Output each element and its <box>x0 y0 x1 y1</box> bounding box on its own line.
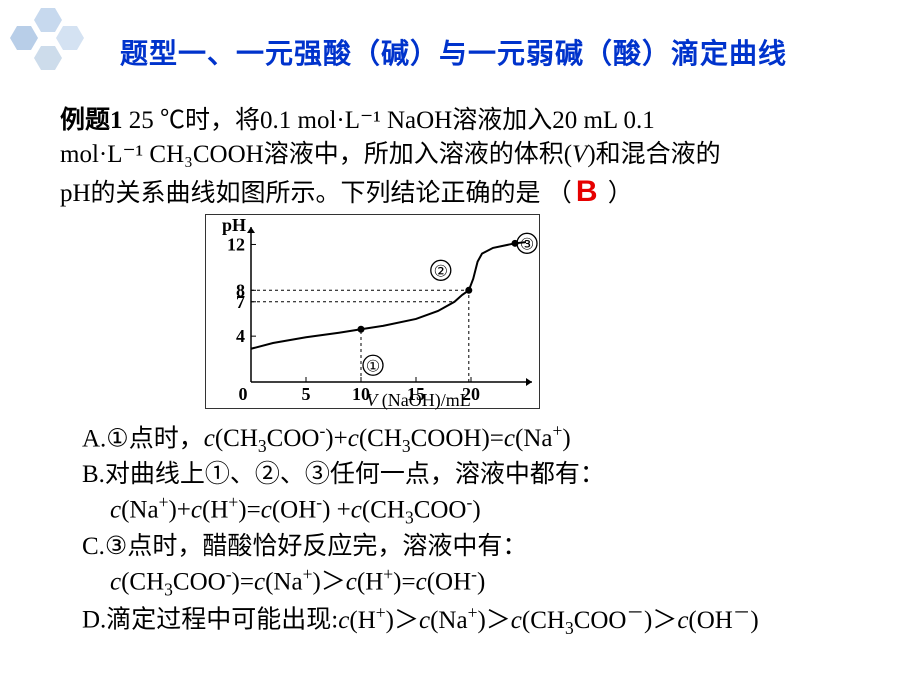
option-d: D.滴定过程中可能出现:c(H+)＞c(Na+)＞c(CH3COO－)＞c(OH… <box>82 601 890 639</box>
hexagon-decoration <box>4 8 124 78</box>
q-line2a: mol·L⁻¹ CH₃COOH溶液中，所加入溶液的体积( <box>60 141 572 168</box>
option-b-l2: c(Na+)+c(H+)=c(OH-) +c(CH3COO-) <box>82 491 890 529</box>
svg-text:0: 0 <box>239 384 248 404</box>
svg-text:①: ① <box>366 358 380 375</box>
svg-text:4: 4 <box>236 326 245 346</box>
opt-d-label: D.滴定过程中可能出现: <box>82 607 338 634</box>
answer-options: A.①点时，c(CH3COO-)+c(CH3COOH)=c(Na+) B.对曲线… <box>82 420 890 640</box>
opt-a-formula: c(CH3COO-)+c(CH3COOH)=c(Na+) <box>204 425 571 452</box>
q-line2b: )和混合液的 <box>587 141 720 168</box>
question-stem: 例题1 25 ℃时，将0.1 mol·L⁻¹ NaOH溶液加入20 mL 0.1… <box>60 104 890 212</box>
svg-text:15: 15 <box>407 384 425 404</box>
svg-text:②: ② <box>434 263 448 280</box>
q-line1: 25 ℃时，将0.1 mol·L⁻¹ NaOH溶液加入20 mL 0.1 <box>123 107 655 134</box>
titration-chart: pHV (NaOH)/mL0510152047812①②③ <box>205 214 540 409</box>
chart-svg: pHV (NaOH)/mL0510152047812①②③ <box>206 215 541 410</box>
option-c-l2: c(CH3COO-)=c(Na+)＞c(H+)=c(OH-) <box>82 563 890 601</box>
opt-d-formula: c(H+)＞c(Na+)＞c(CH3COO－)＞c(OH－) <box>338 607 758 634</box>
q-line3b: ） <box>601 180 632 207</box>
svg-text:pH: pH <box>222 215 246 235</box>
option-c-l1: C.③点时，醋酸恰好反应完，溶液中有： <box>82 530 890 563</box>
svg-text:20: 20 <box>462 384 480 404</box>
option-b-l1: B.对曲线上①、②、③任何一点，溶液中都有： <box>82 458 890 491</box>
opt-a-label: A.①点时， <box>82 425 204 452</box>
option-a: A.①点时，c(CH3COO-)+c(CH3COOH)=c(Na+) <box>82 420 890 458</box>
section-title: 题型一、一元强酸（碱）与一元弱碱（酸）滴定曲线 <box>120 32 787 72</box>
q-italic-v: V <box>572 141 587 168</box>
svg-text:10: 10 <box>352 384 370 404</box>
svg-text:8: 8 <box>236 280 245 300</box>
svg-text:③: ③ <box>520 236 534 253</box>
q-line3a: pH的关系曲线如图所示。下列结论正确的是 （ <box>60 180 572 207</box>
example-label: 例题1 <box>60 107 123 134</box>
answer-letter: B <box>572 175 602 208</box>
svg-text:12: 12 <box>227 234 245 254</box>
svg-text:5: 5 <box>302 384 311 404</box>
